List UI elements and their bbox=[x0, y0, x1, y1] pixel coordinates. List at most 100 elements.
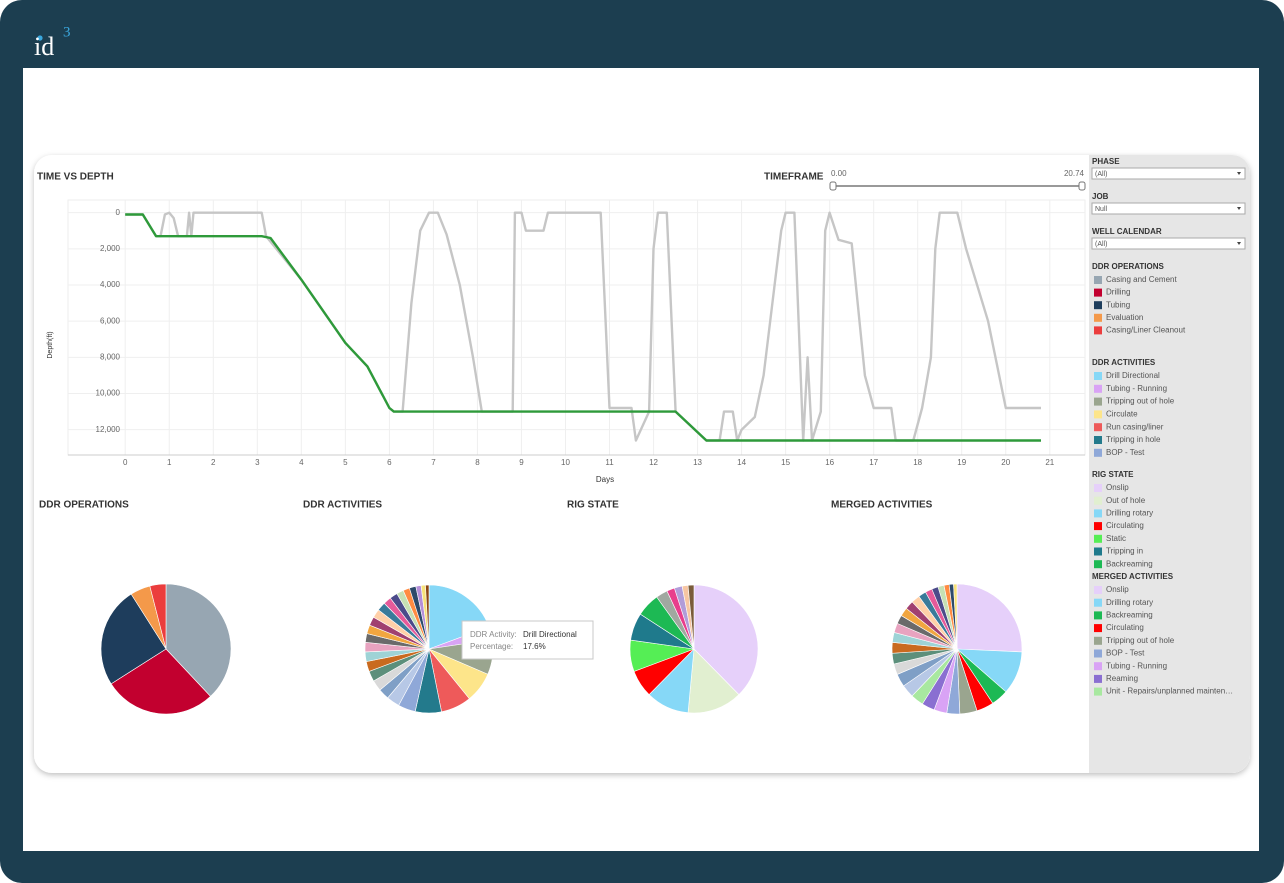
dropdown[interactable] bbox=[1091, 167, 1246, 180]
legend-label: BOP - Test bbox=[1106, 649, 1145, 658]
legend-swatch bbox=[1094, 276, 1102, 284]
pie-slice[interactable] bbox=[100, 593, 167, 685]
y-tick-label: 8,000 bbox=[100, 352, 121, 361]
sidebar bbox=[1089, 155, 1250, 773]
legend-swatch bbox=[1094, 313, 1102, 322]
legend-label: Circulating bbox=[1106, 521, 1144, 530]
x-tick-label: 1 bbox=[167, 458, 172, 467]
tooltip-label: Percentage: bbox=[470, 642, 513, 651]
legend-swatch bbox=[1094, 288, 1102, 297]
slider-max-label: 20.74 bbox=[1064, 169, 1085, 178]
legend-label: Drill Directional bbox=[1106, 371, 1160, 380]
y-tick-label: 4,000 bbox=[100, 280, 121, 289]
legend-swatch bbox=[1094, 674, 1102, 683]
legend-label: Tubing - Running bbox=[1106, 661, 1167, 670]
x-axis-label: Days bbox=[596, 475, 614, 484]
x-tick-label: 12 bbox=[649, 458, 658, 467]
pie-slice[interactable] bbox=[110, 648, 211, 715]
legend-swatch bbox=[1094, 384, 1102, 393]
dropdown[interactable] bbox=[1091, 237, 1246, 250]
y-tick-label: 0 bbox=[116, 208, 121, 217]
legend-swatch bbox=[1094, 509, 1102, 518]
legend-swatch bbox=[1094, 436, 1102, 444]
legend-swatch bbox=[1094, 636, 1102, 645]
tooltip-label: DDR Activity: bbox=[470, 630, 517, 639]
legend-swatch bbox=[1094, 687, 1102, 696]
legend-label: Tripping in hole bbox=[1106, 435, 1161, 444]
dropdown-value: (All) bbox=[1095, 171, 1107, 178]
pie-slice[interactable] bbox=[149, 583, 167, 650]
pie-slice[interactable] bbox=[953, 583, 958, 650]
legend-label: Run casing/liner bbox=[1106, 422, 1164, 431]
legend-label: Onslip bbox=[1106, 585, 1129, 594]
legend-swatch bbox=[1094, 484, 1102, 492]
x-tick-label: 18 bbox=[913, 458, 922, 467]
legend-title: DDR OPERATIONS bbox=[1092, 262, 1165, 271]
pie-title: DDR ACTIVITIES bbox=[303, 500, 382, 511]
legend-swatch bbox=[1094, 649, 1102, 658]
legend-label: Drilling bbox=[1106, 288, 1130, 297]
x-tick-label: 6 bbox=[387, 458, 392, 467]
legend-swatch bbox=[1094, 598, 1102, 607]
y-axis-label: Depth(ft) bbox=[47, 331, 54, 358]
pie-slice[interactable] bbox=[693, 584, 759, 696]
x-tick-label: 19 bbox=[957, 458, 966, 467]
pie-slice[interactable] bbox=[687, 648, 740, 714]
tooltip-value: 17.6% bbox=[523, 642, 546, 651]
legend-label: Tripping in bbox=[1106, 547, 1143, 556]
x-tick-label: 14 bbox=[737, 458, 746, 467]
pie-slice[interactable] bbox=[687, 584, 695, 650]
legend-label: Tubing bbox=[1106, 300, 1130, 309]
x-tick-label: 13 bbox=[693, 458, 702, 467]
slider-handle[interactable] bbox=[1078, 181, 1086, 191]
legend-label: Reaming bbox=[1106, 674, 1138, 683]
y-tick-label: 6,000 bbox=[100, 316, 121, 325]
tooltip bbox=[461, 620, 594, 660]
timeframe-title: TIMEFRAME bbox=[764, 172, 824, 183]
legend-swatch bbox=[1094, 586, 1102, 594]
legend-swatch bbox=[1094, 611, 1102, 620]
legend-swatch bbox=[1094, 410, 1102, 419]
dropdown[interactable] bbox=[1091, 202, 1246, 215]
x-tick-label: 4 bbox=[299, 458, 304, 467]
legend-swatch bbox=[1094, 372, 1102, 380]
x-tick-label: 0 bbox=[123, 458, 128, 467]
legend-label: Onslip bbox=[1106, 483, 1129, 492]
legend-swatch bbox=[1094, 624, 1102, 633]
legend-label: Circulating bbox=[1106, 623, 1144, 632]
tooltip-value: Drill Directional bbox=[523, 630, 577, 639]
legend-swatch bbox=[1094, 326, 1102, 335]
x-tick-label: 20 bbox=[1001, 458, 1010, 467]
legend-label: Casing/Liner Cleanout bbox=[1106, 326, 1186, 335]
logo-sup: 3 bbox=[63, 24, 71, 40]
legend-title: MERGED ACTIVITIES bbox=[1092, 572, 1174, 581]
x-tick-label: 8 bbox=[475, 458, 480, 467]
pie-slice[interactable] bbox=[165, 583, 232, 697]
pie-slice[interactable] bbox=[425, 584, 430, 650]
depth-line bbox=[125, 211, 1041, 442]
x-tick-label: 7 bbox=[431, 458, 436, 467]
pie-title: MERGED ACTIVITIES bbox=[831, 500, 933, 511]
depth-line bbox=[125, 213, 1041, 442]
dropdown-arrow bbox=[1237, 242, 1241, 245]
slider-handle[interactable] bbox=[829, 181, 837, 191]
legend-swatch bbox=[1094, 547, 1102, 556]
x-tick-label: 17 bbox=[869, 458, 878, 467]
pie-slice[interactable] bbox=[956, 583, 1023, 653]
legend-label: Tripping out of hole bbox=[1106, 397, 1175, 406]
legend-title: RIG STATE bbox=[1092, 470, 1134, 479]
dropdown-value: Null bbox=[1095, 206, 1108, 213]
filter-label: PHASE bbox=[1092, 157, 1120, 166]
y-tick-label: 12,000 bbox=[96, 425, 121, 434]
x-tick-label: 15 bbox=[781, 458, 790, 467]
legend-label: Out of hole bbox=[1106, 496, 1146, 505]
legend-swatch bbox=[1094, 496, 1102, 505]
legend-label: Tripping out of hole bbox=[1106, 636, 1175, 645]
x-tick-label: 21 bbox=[1045, 458, 1054, 467]
x-tick-label: 9 bbox=[519, 458, 524, 467]
legend-swatch bbox=[1094, 534, 1102, 543]
legend-label: Circulate bbox=[1106, 410, 1138, 419]
legend-label: Evaluation bbox=[1106, 313, 1143, 322]
